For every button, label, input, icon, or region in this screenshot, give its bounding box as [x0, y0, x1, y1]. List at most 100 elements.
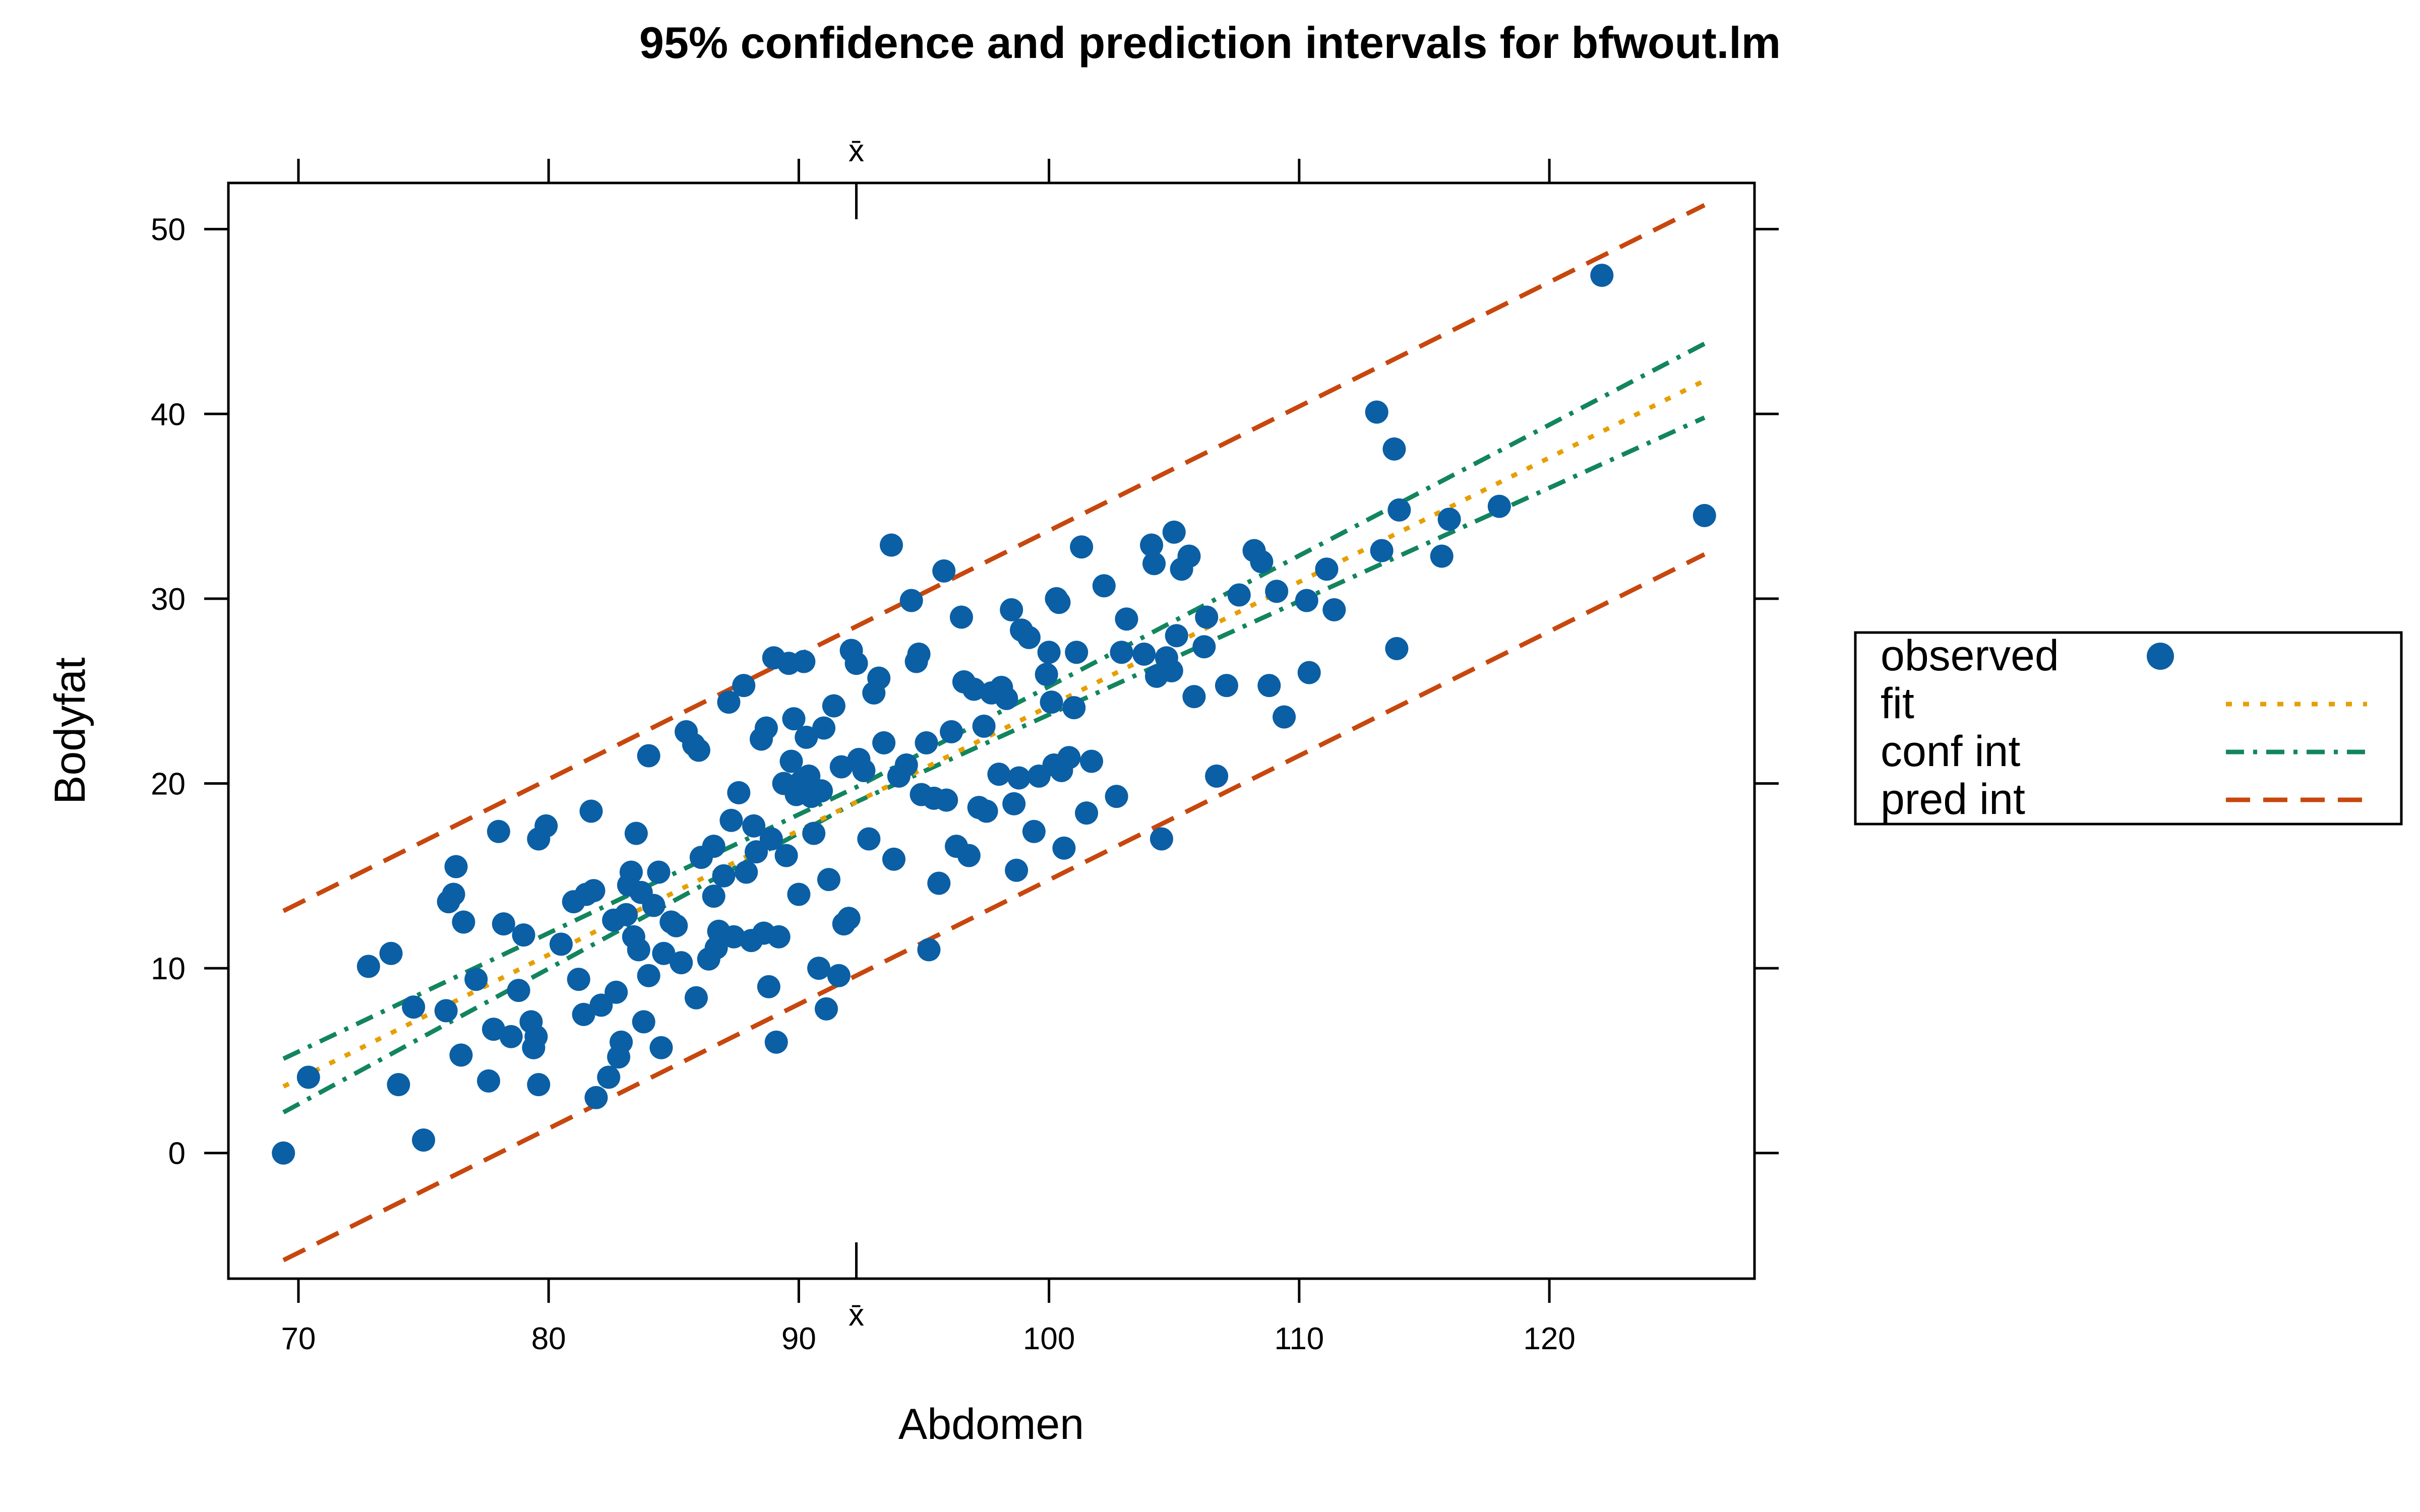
observed-point: [745, 840, 768, 864]
observed-point: [949, 605, 973, 629]
observed-point: [827, 964, 851, 987]
observed-point: [670, 951, 693, 975]
observed-point: [810, 779, 833, 803]
observed-point: [844, 652, 868, 675]
observed-point: [722, 925, 746, 949]
observed-point: [1487, 494, 1511, 518]
observed-point: [1092, 574, 1116, 598]
observed-point: [1162, 520, 1186, 544]
observed-point: [975, 799, 998, 823]
observed-point: [1052, 836, 1076, 860]
observed-point: [452, 910, 475, 934]
observed-point: [759, 827, 783, 851]
observed-point: [1035, 663, 1058, 686]
observed-point: [837, 907, 861, 930]
observed-point: [802, 822, 826, 845]
legend-label-conf: conf int: [1881, 727, 2020, 776]
observed-point: [579, 799, 603, 823]
observed-point: [1065, 641, 1088, 664]
observed-point: [1002, 792, 1026, 815]
observed-point: [647, 860, 671, 884]
observed-point: [732, 674, 756, 698]
observed-point: [1057, 746, 1081, 770]
observed-point: [767, 925, 791, 949]
x-tick-label: 90: [781, 1321, 816, 1356]
observed-point: [1007, 766, 1031, 790]
observed-point: [727, 781, 751, 804]
observed-point: [1079, 749, 1103, 773]
xbar-label-bottom: x̄: [849, 1298, 864, 1333]
observed-point: [764, 1030, 788, 1054]
observed-point: [899, 589, 923, 612]
legend-label-observed: observed: [1881, 632, 2059, 680]
observed-point: [477, 1069, 501, 1093]
y-tick-label: 50: [151, 213, 186, 247]
observed-point: [882, 847, 905, 871]
observed-point: [1265, 580, 1289, 603]
observed-point: [1150, 827, 1173, 851]
observed-point: [774, 844, 798, 867]
observed-point: [1022, 820, 1046, 843]
observed-point: [1115, 607, 1138, 631]
observed-point: [792, 650, 816, 673]
observed-point: [627, 938, 650, 962]
pred-int-upper-line: [282, 203, 1706, 913]
observed-point: [995, 686, 1018, 710]
observed-point: [779, 749, 803, 773]
observed-point: [957, 844, 981, 867]
observed-point: [1295, 589, 1318, 612]
observed-point: [940, 720, 963, 743]
observed-point: [632, 1010, 655, 1034]
observed-point: [1110, 641, 1133, 664]
observed-point: [296, 1065, 320, 1089]
observed-point: [935, 788, 958, 812]
observed-point: [649, 1036, 673, 1059]
axes-layer: 70 80 90 100 110 120 0 10 20 30 40 50 x̄ x̄: [151, 134, 1779, 1356]
observed-point: [584, 1086, 608, 1109]
observed-point: [1370, 539, 1394, 562]
y-tick-label: 20: [151, 767, 186, 801]
observed-point: [449, 1043, 473, 1067]
observed-point: [527, 1073, 551, 1097]
observed-point: [684, 986, 708, 1010]
observed-point: [434, 999, 458, 1023]
observed-point: [624, 822, 648, 845]
observed-point: [604, 980, 628, 1004]
observed-point: [1437, 508, 1461, 531]
observed-point: [597, 1065, 621, 1089]
observed-point: [534, 814, 558, 838]
observed-point: [1192, 635, 1216, 659]
observed-point: [589, 993, 613, 1017]
observed-point: [1182, 685, 1206, 709]
observed-point: [442, 883, 465, 906]
observed-point: [637, 964, 660, 987]
observed-point: [782, 707, 806, 731]
observed-point: [1017, 625, 1041, 649]
observed-point: [1315, 557, 1339, 581]
observed-point: [549, 932, 573, 956]
observed-point: [687, 738, 710, 762]
observed-point: [402, 995, 426, 1019]
y-tick-label: 40: [151, 397, 186, 432]
x-tick-label: 110: [1274, 1321, 1324, 1356]
observed-point: [917, 938, 941, 962]
y-axis-label: Bodyfat: [46, 657, 94, 804]
observed-point: [795, 725, 818, 749]
observed-point: [512, 923, 535, 947]
observed-point: [1047, 591, 1071, 614]
observed-point: [1382, 437, 1406, 461]
xbar-label-top: x̄: [849, 134, 864, 168]
observed-point: [1430, 544, 1454, 568]
observed-point: [487, 820, 510, 843]
observed-point: [717, 690, 741, 714]
legend-marker-observed: [2147, 643, 2174, 670]
observed-point: [702, 885, 725, 908]
observed-point: [652, 941, 676, 965]
observed-point: [1590, 264, 1614, 287]
legend-box: [1854, 631, 2403, 826]
observed-point: [812, 716, 836, 740]
observed-point: [1040, 690, 1063, 714]
y-tick-label: 10: [151, 952, 186, 986]
observed-point: [712, 864, 736, 888]
